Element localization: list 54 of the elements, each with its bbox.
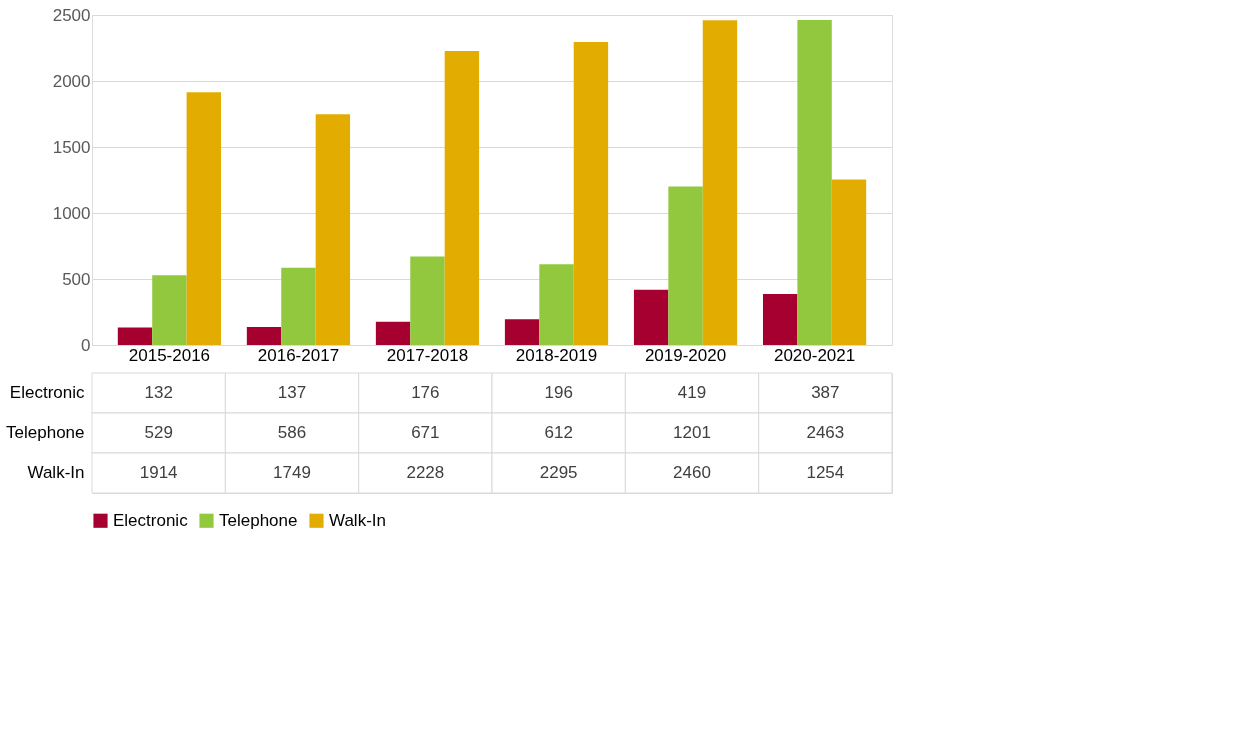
- bar: [375, 321, 411, 345]
- y-tick-label: 2500: [52, 5, 91, 25]
- data-label: 1254: [806, 463, 845, 482]
- data-label: 671: [411, 423, 440, 442]
- bar: [668, 186, 703, 345]
- data-label: 586: [277, 423, 307, 442]
- bar: [152, 275, 187, 345]
- y-tick-label: 0: [81, 335, 91, 355]
- bar: [504, 319, 540, 345]
- x-tick-label: 2017-2018: [386, 345, 469, 365]
- data-label: 612: [544, 423, 573, 442]
- data-label: 529: [144, 423, 173, 442]
- y-tick-label: 1000: [52, 203, 91, 223]
- bar: [797, 19, 832, 345]
- bar: [573, 42, 609, 345]
- data-label: 2460: [673, 463, 711, 482]
- text: Telephone: [6, 423, 85, 442]
- x-tick-label: 2019-2020: [644, 345, 727, 365]
- data-label: 137: [277, 383, 307, 402]
- bar: [117, 327, 153, 345]
- data-label: 1749: [273, 463, 311, 482]
- data-label: 132: [144, 383, 173, 402]
- data-label: 387: [811, 383, 840, 402]
- bar: [702, 20, 738, 345]
- data-label: 1914: [139, 463, 178, 482]
- legend-label: Electronic: [113, 510, 189, 530]
- x-tick-label: 2016-2017: [257, 345, 340, 365]
- x-tick-label: 2015-2016: [128, 345, 211, 365]
- y-tick-label: 1500: [52, 137, 91, 157]
- x-tick-label: 2018-2019: [515, 345, 598, 365]
- bar: [633, 289, 669, 345]
- data-label: 176: [411, 383, 440, 402]
- data-label: 1201: [673, 423, 711, 442]
- bar: [315, 114, 351, 345]
- bar: [539, 264, 574, 345]
- x-tick-label: 2020-2021: [773, 345, 856, 365]
- bar: [186, 92, 222, 345]
- bar: [246, 326, 282, 345]
- text: Walk-In: [27, 463, 85, 482]
- data-label: 2228: [406, 463, 445, 482]
- data-label: 419: [677, 383, 707, 402]
- data-label: 2295: [539, 463, 578, 482]
- bar: [410, 256, 445, 345]
- legend-label: Walk-In: [329, 510, 386, 530]
- data-label: 2463: [806, 423, 845, 442]
- y-tick-label: 500: [62, 269, 91, 289]
- y-tick-label: 2000: [52, 71, 91, 91]
- bar: [762, 293, 798, 345]
- legend-label: Telephone: [219, 510, 298, 530]
- data-label: 196: [544, 383, 573, 402]
- bar: [831, 179, 867, 345]
- bar: [444, 50, 480, 345]
- bar: [281, 267, 316, 345]
- text: Electronic: [9, 383, 85, 402]
